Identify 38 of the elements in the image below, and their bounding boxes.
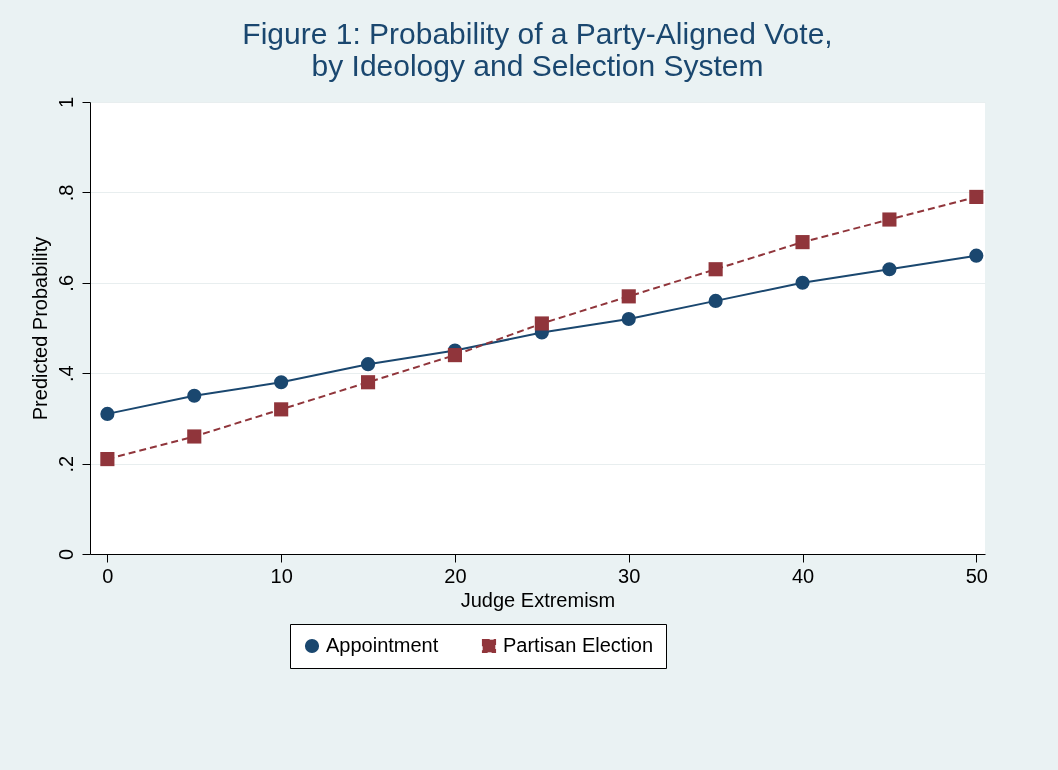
- point: [360, 375, 376, 390]
- point: [447, 348, 463, 363]
- point: [969, 248, 984, 263]
- point: [795, 275, 810, 290]
- point: [100, 406, 115, 421]
- y-tick-label: .4: [54, 365, 77, 383]
- point: [969, 189, 984, 204]
- point: [360, 357, 376, 372]
- point: [882, 262, 897, 277]
- point: [187, 429, 202, 444]
- point: [621, 289, 636, 304]
- text: by Ideology and Selection System: [311, 49, 764, 83]
- x-tick-label: 10: [270, 564, 293, 587]
- x-axis-title: Judge Extremism: [460, 588, 616, 611]
- y-tick-label: .8: [54, 184, 77, 202]
- y-tick-label: 0: [54, 548, 77, 561]
- point: [708, 262, 723, 277]
- text: Figure 1: Probability of a Party-Aligned Vote,: [242, 17, 833, 51]
- y-tick-label: .6: [54, 274, 77, 292]
- point: [708, 293, 723, 308]
- legend-label: Appointment: [326, 634, 439, 656]
- x-tick-label: 30: [618, 564, 641, 587]
- point: [795, 235, 810, 250]
- y-tick-label: 1: [54, 96, 77, 109]
- x-tick-label: 50: [965, 564, 988, 587]
- x-tick-label: 0: [102, 564, 114, 587]
- legend-label: Partisan Election: [503, 634, 654, 656]
- point: [100, 452, 115, 467]
- point: [274, 375, 289, 390]
- point: [534, 316, 549, 331]
- x-tick-label: 20: [444, 564, 467, 587]
- point: [187, 388, 202, 403]
- point: [621, 311, 636, 327]
- y-axis-title: Predicted Probability: [28, 236, 51, 421]
- y-tick-label: .2: [54, 455, 77, 473]
- point: [274, 402, 289, 417]
- point: [882, 212, 897, 227]
- x-tick-label: 40: [791, 564, 815, 587]
